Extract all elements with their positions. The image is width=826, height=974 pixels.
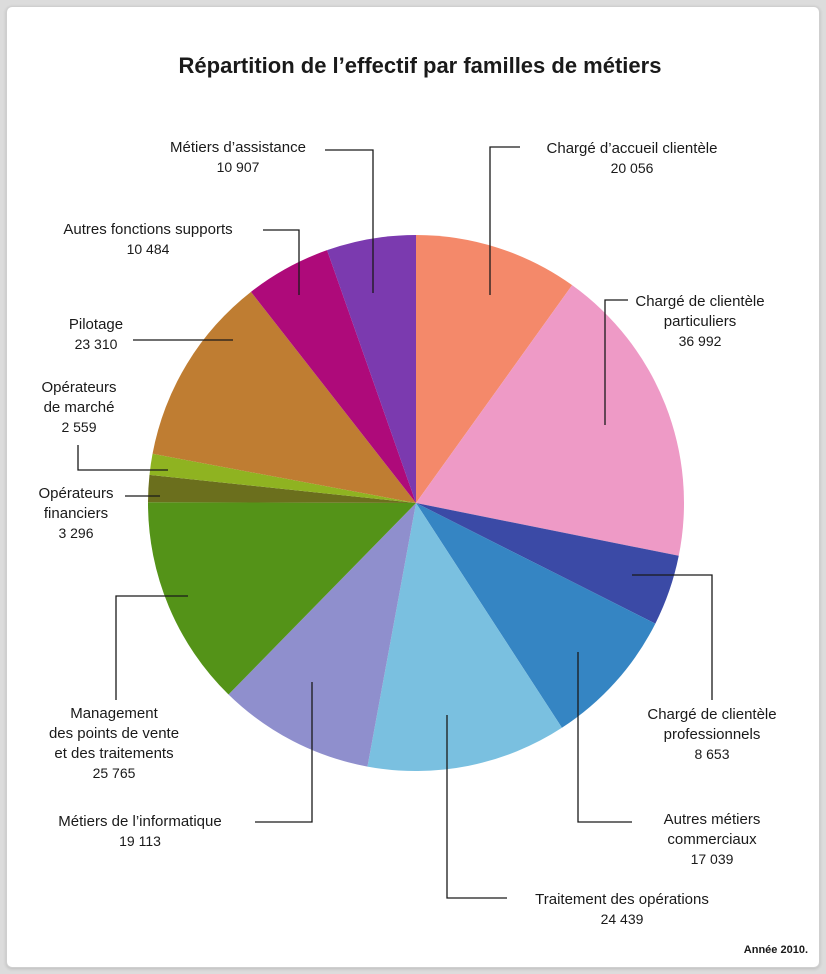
pie-slice <box>147 502 416 695</box>
slice-value: 20 056 <box>611 160 654 176</box>
slice-value: 19 113 <box>119 833 161 849</box>
slice-label: Chargé de clientèle <box>647 706 776 723</box>
slice-value: 25 765 <box>93 765 136 781</box>
slice-value: 2 559 <box>61 419 96 435</box>
slice-label: Pilotage <box>69 316 123 333</box>
slice-label: commerciaux <box>667 831 757 848</box>
pie-slice <box>149 453 417 503</box>
pie-slice <box>367 503 562 772</box>
slice-label: Management <box>70 705 158 722</box>
year-note: Année 2010. <box>744 944 808 956</box>
pie-slice <box>152 291 417 503</box>
slice-label: particuliers <box>664 313 737 330</box>
leader-line <box>77 445 168 471</box>
slice-value: 36 992 <box>679 333 722 349</box>
pie-slice <box>416 503 679 624</box>
slice-label: Opérateurs <box>38 485 113 502</box>
leader-lines <box>77 146 713 899</box>
leader-line <box>632 574 713 700</box>
slice-label: de marché <box>44 399 115 416</box>
slice-label: Autres fonctions supports <box>63 221 232 238</box>
pie-slice <box>250 250 416 503</box>
slice-value: 8 653 <box>694 746 729 762</box>
leader-line <box>489 146 520 295</box>
slice-label: Opérateurs <box>41 379 116 396</box>
slice-value: 10 907 <box>217 159 260 175</box>
slice-label: Traitement des opérations <box>535 891 709 908</box>
slice-value: 24 439 <box>601 911 644 927</box>
pie-slice <box>228 503 416 767</box>
slice-value: 17 039 <box>691 851 734 867</box>
slice-label: Métiers de l’informatique <box>58 813 221 830</box>
leader-line <box>115 595 188 700</box>
pie-slice <box>148 474 416 503</box>
slice-value: 3 296 <box>58 525 93 541</box>
slice-label: Chargé de clientèle <box>635 293 764 310</box>
leader-line <box>604 299 628 425</box>
pie-slice <box>416 503 656 728</box>
slice-label: financiers <box>44 505 108 522</box>
slice-labels: Chargé d’accueil clientèle 20 056 Chargé d… <box>38 139 776 927</box>
slice-label: professionnels <box>664 726 761 743</box>
pie-slice <box>416 285 685 556</box>
pie-slice <box>327 235 416 503</box>
slice-value: 23 310 <box>75 336 118 352</box>
chart-title: Répartition de l’effectif par familles d… <box>179 53 662 78</box>
slice-label: Autres métiers <box>664 811 761 828</box>
leader-line <box>446 715 507 899</box>
slice-label: et des traitements <box>54 745 173 762</box>
leader-line <box>325 149 374 293</box>
leader-line <box>263 229 300 295</box>
leader-line <box>577 652 632 823</box>
slice-label: Métiers d’assistance <box>170 139 306 156</box>
slice-label: des points de vente <box>49 725 179 742</box>
slice-value: 10 484 <box>127 241 170 257</box>
slice-label: Chargé d’accueil clientèle <box>547 140 718 157</box>
pie-slices <box>147 235 685 772</box>
leader-line <box>255 682 313 823</box>
pie-slice <box>416 235 573 503</box>
